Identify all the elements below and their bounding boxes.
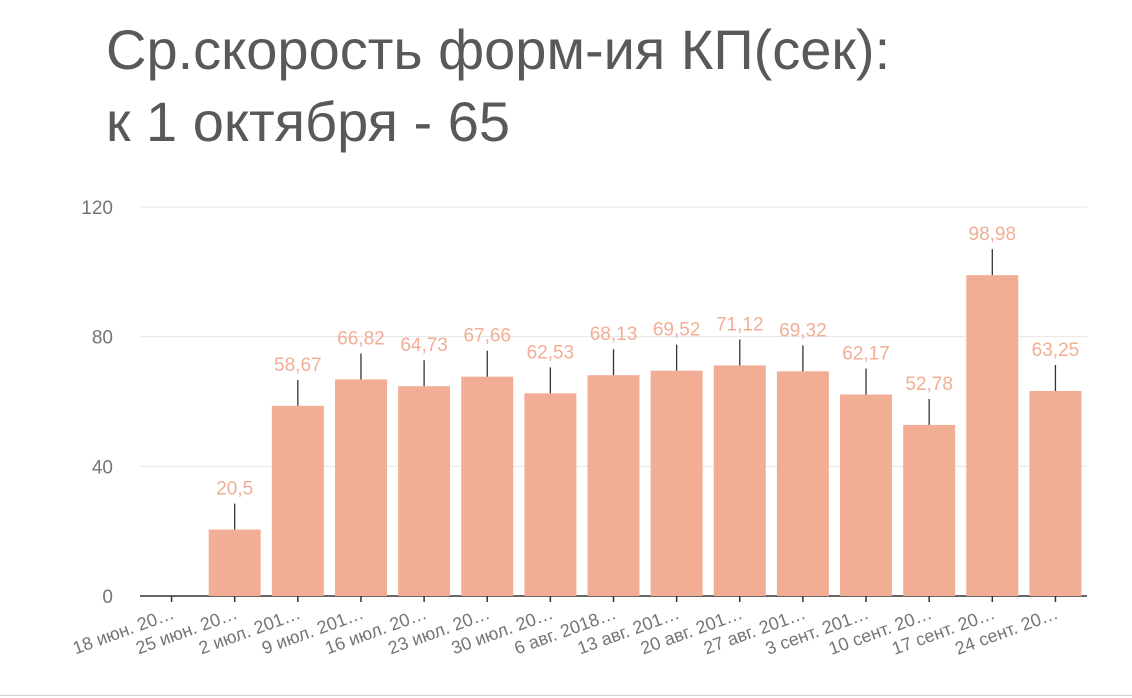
data-label: 68,13 xyxy=(590,324,638,345)
bar xyxy=(271,405,324,596)
y-tick-label: 40 xyxy=(92,457,113,478)
bar xyxy=(334,379,387,596)
bar xyxy=(713,365,766,596)
bar xyxy=(398,386,451,596)
x-axis-ticks: 18 июн. 20…25 июн. 20…2 июл. 201…9 июл. … xyxy=(70,596,1061,659)
data-label: 64,73 xyxy=(400,335,448,356)
data-label: 58,67 xyxy=(274,355,322,376)
bottom-divider xyxy=(0,695,1132,696)
data-label: 71,12 xyxy=(716,315,764,336)
data-label: 67,66 xyxy=(463,326,511,347)
data-label: 69,52 xyxy=(653,320,701,341)
y-tick-label: 80 xyxy=(92,328,113,349)
bars xyxy=(208,275,1082,596)
data-label: 66,82 xyxy=(337,328,385,349)
bar xyxy=(1029,390,1082,596)
data-labels: 20,5 58,67 66,82 64,73 67,66 62,53 68,13 69,52 7… xyxy=(216,224,1079,499)
data-label: 62,17 xyxy=(842,344,890,365)
bar xyxy=(903,424,956,596)
bar xyxy=(461,376,514,596)
chart-title-line-2: к 1 октября - 65 xyxy=(106,90,510,153)
chart-title-line-1: Ср.скорость форм-ия КП(сек): xyxy=(106,18,891,81)
y-tick-label: 0 xyxy=(102,587,113,608)
bar xyxy=(966,275,1019,596)
data-label: 20,5 xyxy=(216,479,253,500)
data-label: 98,98 xyxy=(969,224,1017,245)
data-label: 62,53 xyxy=(527,342,575,363)
data-label: 63,25 xyxy=(1032,340,1080,361)
data-label: 69,32 xyxy=(779,320,827,341)
y-tick-label: 120 xyxy=(81,198,113,219)
error-bars xyxy=(234,249,1057,530)
chart-title: Ср.скорость форм-ия КП(сек): к 1 октября… xyxy=(106,14,890,158)
bar xyxy=(776,371,829,596)
y-axis-ticks: 0 40 80 120 xyxy=(81,198,113,608)
bar xyxy=(587,375,640,596)
bar xyxy=(524,393,577,596)
bar xyxy=(208,529,261,596)
bar xyxy=(650,370,703,596)
bar xyxy=(840,394,893,596)
data-label: 52,78 xyxy=(905,374,953,395)
